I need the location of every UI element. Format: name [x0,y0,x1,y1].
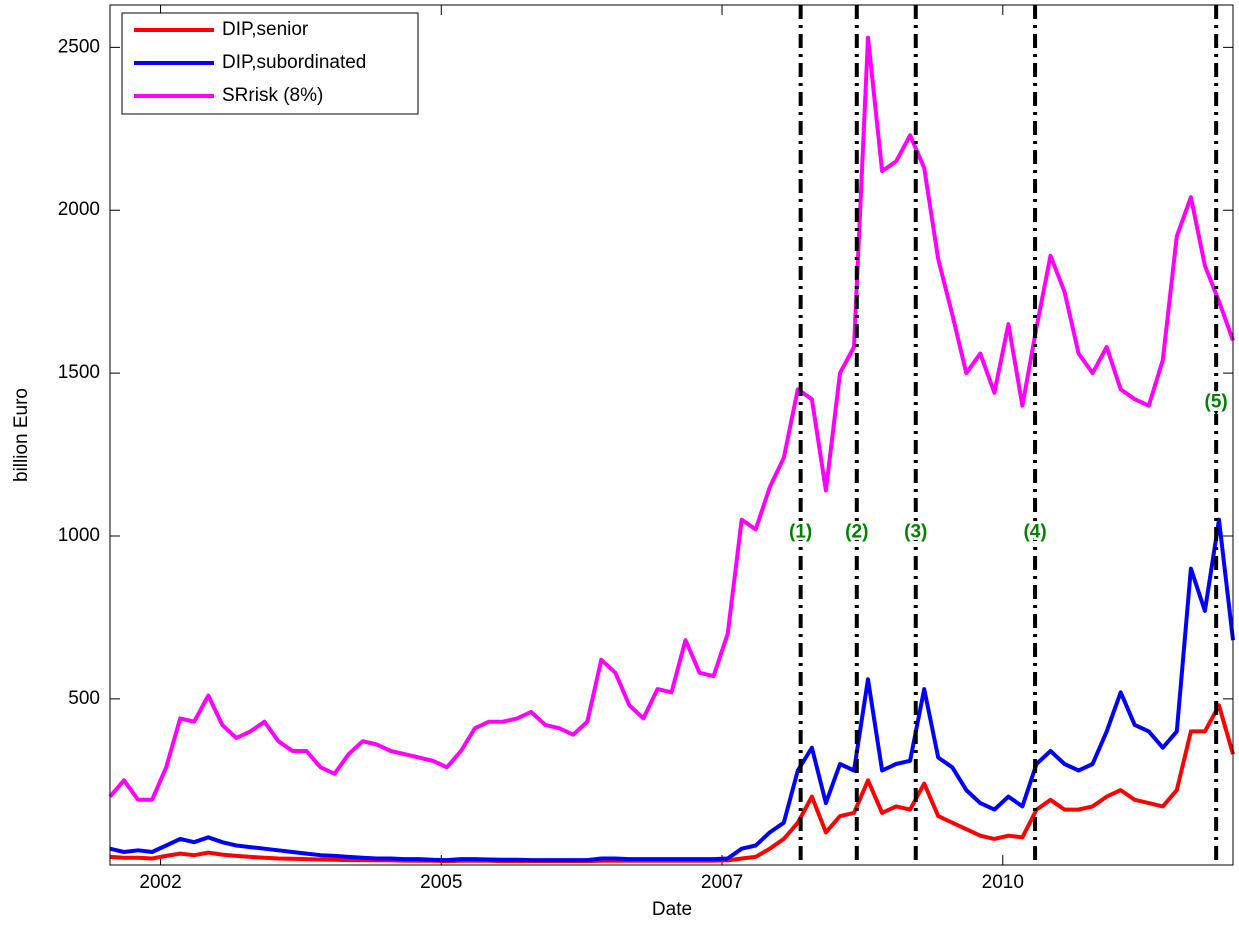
x-tick-label: 2007 [701,872,743,893]
event-label: (2) [845,522,868,543]
x-tick-label: 2005 [420,872,462,893]
y-tick-label: 1000 [58,525,100,546]
y-tick-label: 2000 [58,199,100,220]
x-axis-label: Date [652,899,692,920]
y-tick-label: 500 [68,688,100,709]
series-line [108,35,1235,802]
event-label: (3) [904,522,927,543]
plot-frame [109,4,1234,866]
legend-label: DIP,senior [222,19,309,40]
event-label: (5) [1205,391,1228,412]
legend-label: SRrisk (8%) [222,85,323,106]
x-tick-label: 2002 [139,872,181,893]
series-line [109,517,1235,863]
event-label: (1) [789,522,812,543]
legend-label: DIP,subordinated [222,52,366,73]
event-label: (4) [1023,522,1046,543]
y-tick-label: 1500 [58,362,100,383]
y-axis-label: billion Euro [11,388,32,482]
y-tick-label: 2500 [58,36,100,57]
x-tick-label: 2010 [982,872,1024,893]
